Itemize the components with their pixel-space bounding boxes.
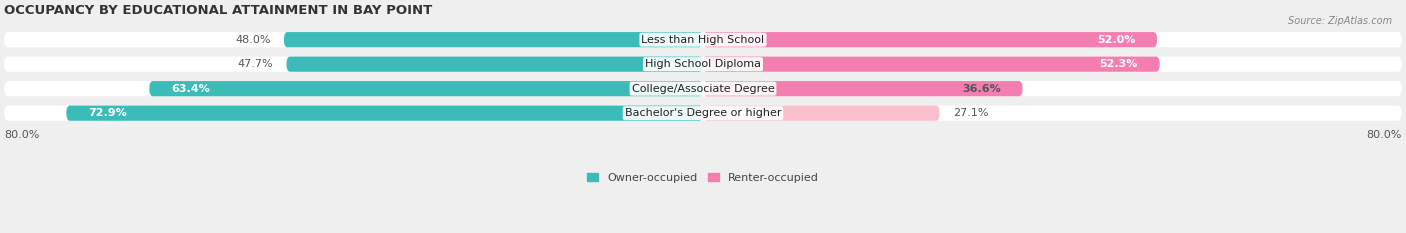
- Text: 72.9%: 72.9%: [89, 108, 127, 118]
- Text: 47.7%: 47.7%: [238, 59, 273, 69]
- Text: Source: ZipAtlas.com: Source: ZipAtlas.com: [1288, 16, 1392, 26]
- Text: Bachelor's Degree or higher: Bachelor's Degree or higher: [624, 108, 782, 118]
- Legend: Owner-occupied, Renter-occupied: Owner-occupied, Renter-occupied: [582, 168, 824, 187]
- FancyBboxPatch shape: [149, 81, 703, 96]
- Text: College/Associate Degree: College/Associate Degree: [631, 84, 775, 94]
- FancyBboxPatch shape: [703, 57, 1160, 72]
- Text: 52.3%: 52.3%: [1099, 59, 1137, 69]
- FancyBboxPatch shape: [4, 81, 1402, 96]
- Text: High School Diploma: High School Diploma: [645, 59, 761, 69]
- Text: 63.4%: 63.4%: [172, 84, 209, 94]
- Text: 48.0%: 48.0%: [235, 35, 270, 45]
- Text: OCCUPANCY BY EDUCATIONAL ATTAINMENT IN BAY POINT: OCCUPANCY BY EDUCATIONAL ATTAINMENT IN B…: [4, 4, 433, 17]
- FancyBboxPatch shape: [284, 32, 703, 47]
- FancyBboxPatch shape: [703, 32, 1157, 47]
- FancyBboxPatch shape: [66, 106, 703, 121]
- FancyBboxPatch shape: [703, 106, 939, 121]
- Text: 80.0%: 80.0%: [1367, 130, 1402, 140]
- FancyBboxPatch shape: [703, 81, 1022, 96]
- FancyBboxPatch shape: [4, 106, 1402, 121]
- FancyBboxPatch shape: [4, 57, 1402, 72]
- FancyBboxPatch shape: [4, 32, 1402, 47]
- Text: 52.0%: 52.0%: [1097, 35, 1136, 45]
- FancyBboxPatch shape: [287, 57, 703, 72]
- Text: Less than High School: Less than High School: [641, 35, 765, 45]
- Text: 27.1%: 27.1%: [953, 108, 988, 118]
- Text: 80.0%: 80.0%: [4, 130, 39, 140]
- Text: 36.6%: 36.6%: [962, 84, 1001, 94]
